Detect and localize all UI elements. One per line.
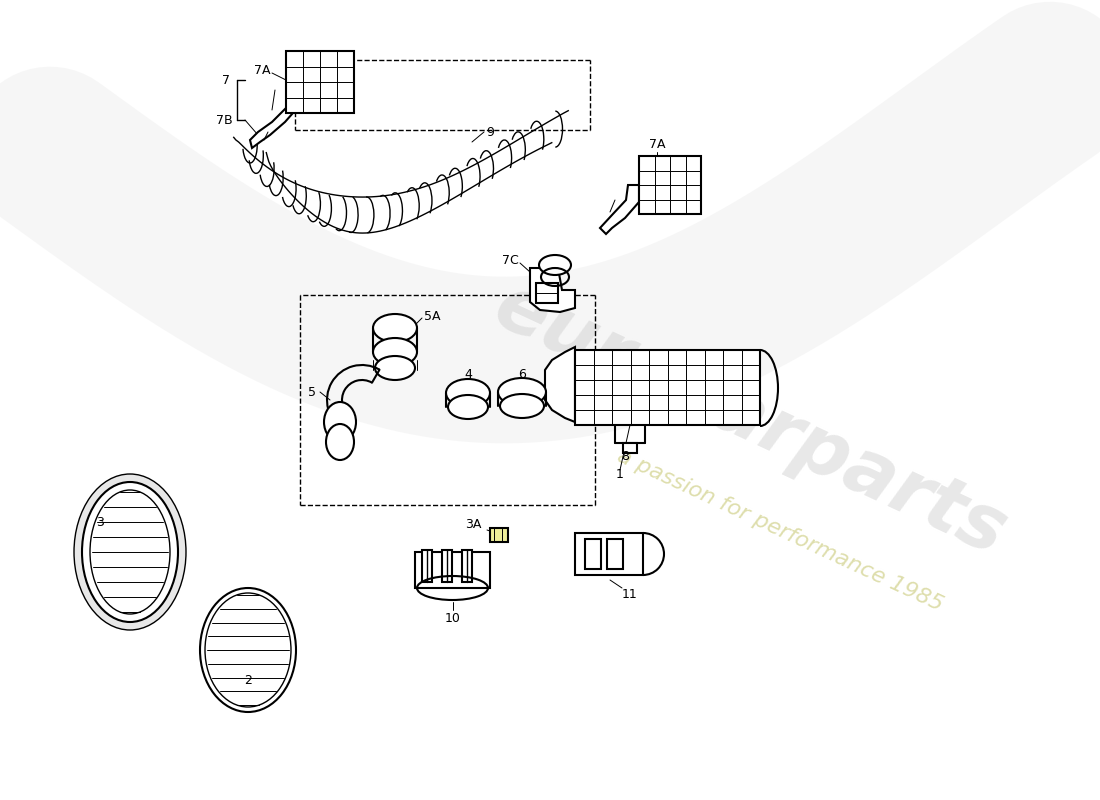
Polygon shape [250,82,300,148]
Bar [536,283,558,303]
Text: 9: 9 [486,126,494,138]
Text: 3A: 3A [465,518,481,531]
Bar [490,528,508,542]
Text: 7: 7 [222,74,230,86]
Bar [639,156,701,214]
Ellipse shape [74,474,186,630]
Text: 5A: 5A [424,310,440,322]
Text: a passion for performance 1985: a passion for performance 1985 [614,446,946,614]
Ellipse shape [373,314,417,342]
Bar [286,51,354,113]
Ellipse shape [500,394,544,418]
Ellipse shape [373,338,417,366]
Ellipse shape [200,588,296,712]
Ellipse shape [324,402,356,442]
Ellipse shape [82,482,178,622]
Text: 10: 10 [446,611,461,625]
Bar [422,550,432,582]
Ellipse shape [375,356,415,380]
Ellipse shape [498,378,546,406]
Text: 7C: 7C [502,254,518,266]
Ellipse shape [90,490,170,614]
Bar [607,539,623,569]
Bar [442,550,452,582]
Polygon shape [530,268,575,312]
Ellipse shape [446,379,490,407]
Ellipse shape [448,395,488,419]
Text: eurocarparts: eurocarparts [482,269,1018,571]
Bar [462,550,472,582]
Text: 5: 5 [308,386,316,398]
Text: 1: 1 [616,469,624,482]
Polygon shape [544,347,575,422]
Polygon shape [600,185,639,234]
Text: 4: 4 [464,369,472,382]
Bar [585,539,601,569]
Text: 6: 6 [518,369,526,382]
Text: 2: 2 [244,674,252,686]
Text: 7A: 7A [649,138,666,151]
Ellipse shape [539,255,571,275]
Text: 11: 11 [623,589,638,602]
Text: 3: 3 [96,515,103,529]
Bar [575,533,644,575]
Text: 8: 8 [621,450,629,462]
Bar [575,350,760,425]
Bar [623,443,637,453]
Ellipse shape [326,424,354,460]
Bar [415,552,490,588]
Text: 7A: 7A [254,63,271,77]
Text: 7B: 7B [216,114,232,126]
Ellipse shape [205,593,292,707]
